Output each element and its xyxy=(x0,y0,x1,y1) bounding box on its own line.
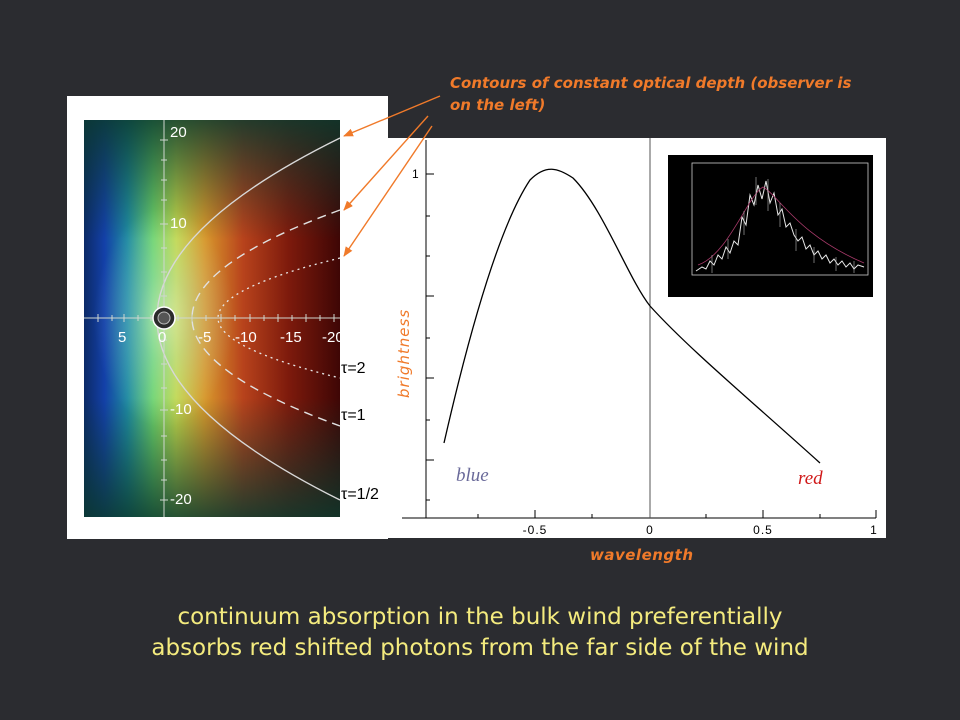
x-tick-label: -15 xyxy=(280,329,302,346)
x-tick-label: 0 xyxy=(158,329,166,346)
line-profile-curve xyxy=(443,168,821,464)
x-tick-label: 0.5 xyxy=(753,523,773,537)
x-tick-label: -5 xyxy=(198,329,211,346)
y-tick-label: 1 xyxy=(412,167,419,181)
blue-label: blue xyxy=(456,465,489,486)
observed-spectrum-inset xyxy=(668,155,873,297)
x-tick-label: 1 xyxy=(870,523,878,537)
contour-tau-1 xyxy=(191,209,341,427)
observed-spectrum-plot xyxy=(691,162,869,276)
x-tick-label: -0.5 xyxy=(523,523,548,537)
contour-tau-2 xyxy=(217,257,341,379)
optical-depth-map: 20 10 -10 -20 5 0 -5 -10 -15 -20 τ=2 τ=1… xyxy=(84,120,379,517)
brightness-axis-label: brightness xyxy=(395,308,413,398)
tau-label: τ=1 xyxy=(341,407,366,424)
x-tick-label: -20 xyxy=(322,329,344,346)
caption-line-1: continuum absorption in the bulk wind pr… xyxy=(177,604,783,630)
tau-label: τ=1/2 xyxy=(341,486,379,503)
x-tick-label: -10 xyxy=(235,329,257,346)
y-tick-label: -20 xyxy=(170,491,192,508)
annotation-line-2: on the left) xyxy=(450,96,546,114)
annotation-line-1: Contours of constant optical depth (obse… xyxy=(450,74,852,92)
slide-caption: continuum absorption in the bulk wind pr… xyxy=(0,602,960,664)
line-profile-plot: 1 -0.5 0 0.5 1 blue red xyxy=(402,138,878,537)
x-tick-label: 0 xyxy=(646,523,654,537)
y-tick-label: 10 xyxy=(170,215,187,232)
red-label: red xyxy=(798,468,823,489)
optical-depth-panel: 20 10 -10 -20 5 0 -5 -10 -15 -20 τ=2 τ=1… xyxy=(67,96,388,539)
y-tick-label: -10 xyxy=(170,401,192,418)
tau-label: τ=2 xyxy=(341,360,366,377)
x-tick-label: 5 xyxy=(118,329,126,346)
caption-line-2: absorbs red shifted photons from the far… xyxy=(151,635,809,661)
wavelength-axis-label: wavelength xyxy=(590,546,694,564)
contour-annotation: Contours of constant optical depth (obse… xyxy=(450,72,910,116)
y-tick-label: 20 xyxy=(170,124,187,141)
